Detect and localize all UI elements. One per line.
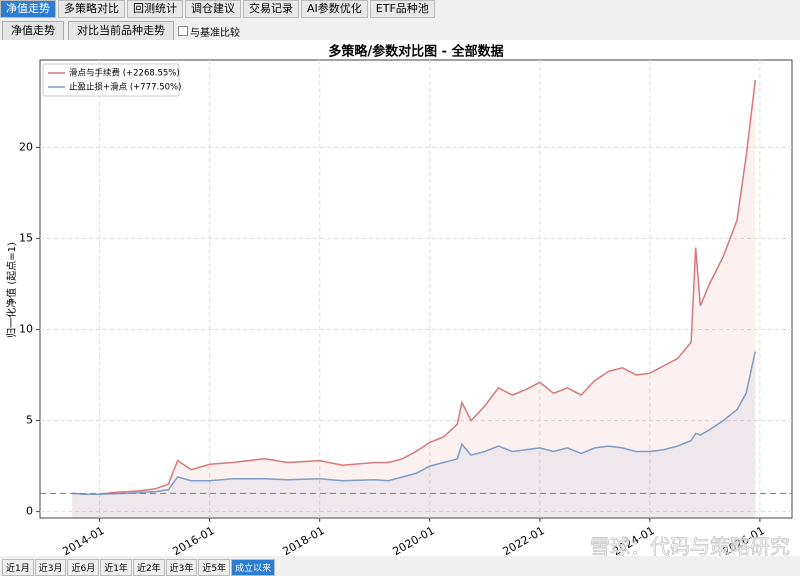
area	[72, 351, 756, 518]
range-button[interactable]: 成立以来	[231, 559, 276, 576]
toolbar: 净值走势 对比当前品种走势 与基准比较	[2, 21, 240, 41]
range-button[interactable]: 近3年	[165, 559, 198, 576]
x-tick-label: 2016-01	[170, 524, 216, 556]
legend-label: 止盈止损+滑点 (+777.50%)	[69, 82, 181, 93]
range-button[interactable]: 近2年	[132, 559, 165, 576]
y-tick-label: 5	[26, 414, 33, 427]
range-button[interactable]: 近5年	[198, 559, 231, 576]
checkbox-label: 与基准比较	[190, 27, 240, 39]
legend-box	[42, 63, 180, 97]
checkbox[interactable]: 与基准比较	[178, 24, 240, 39]
range-button[interactable]: 近1月	[2, 559, 34, 576]
y-tick-label: 0	[26, 505, 33, 518]
range-bar: 近1月 近3月 近6月 近1年 近2年 近3年 近5年 成立以来	[2, 559, 276, 576]
button[interactable]: 净值走势	[2, 21, 64, 41]
watermark: 雪球：代码与策略研究	[590, 535, 790, 557]
tab-bar: 净值走势 多策略对比 回测统计 调仓建议 交易记录 AI参数优化 ETF品种池	[0, 0, 435, 18]
y-tick-label: 15	[19, 231, 33, 244]
legend-label: 滑点与手续费 (+2268.55%)	[69, 68, 180, 79]
chart: 多策略/参数对比图 - 全部数据 归一化净值 (起点=1) 0510152020…	[0, 40, 800, 556]
x-tick-label: 2014-01	[60, 524, 106, 556]
range-button[interactable]: 近3月	[34, 559, 67, 576]
line	[72, 79, 757, 496]
y-tick-label: 10	[19, 323, 33, 336]
y-axis-label: 归一化净值 (起点=1)	[5, 242, 18, 338]
tab[interactable]: ETF品种池	[369, 0, 435, 18]
plot-frame	[39, 59, 793, 519]
chart-title: 多策略/参数对比图 - 全部数据	[328, 44, 503, 60]
line	[72, 351, 757, 496]
tab[interactable]: 多策略对比	[58, 0, 125, 18]
y-tick-label: 20	[19, 140, 33, 153]
tab[interactable]: 净值走势	[0, 0, 56, 18]
tab[interactable]: 调仓建议	[185, 0, 241, 18]
tab[interactable]: 回测统计	[127, 0, 183, 18]
range-button[interactable]: 近1年	[100, 559, 132, 576]
x-tick-label: 2018-01	[280, 524, 326, 556]
tab[interactable]: AI参数优化	[301, 0, 368, 18]
tab[interactable]: 交易记录	[243, 0, 299, 18]
x-tick-label: 2022-01	[500, 524, 546, 556]
area	[72, 80, 756, 518]
button[interactable]: 对比当前品种走势	[68, 21, 174, 41]
x-tick-label: 2020-01	[390, 524, 436, 556]
range-button[interactable]: 近6月	[67, 559, 100, 576]
